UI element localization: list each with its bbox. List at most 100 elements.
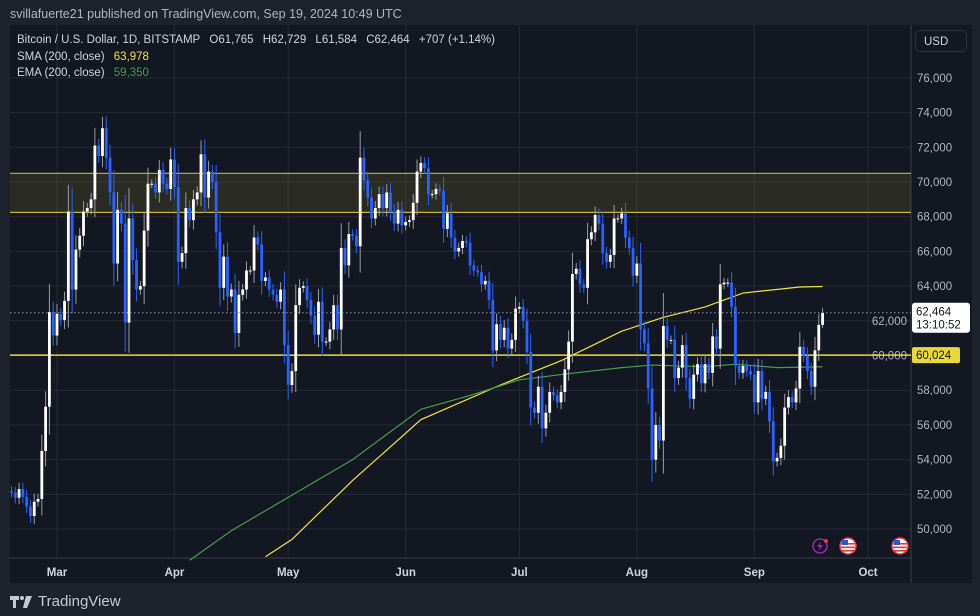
ohlc-change: +707 (+1.14%) [418, 34, 495, 46]
candle [180, 246, 184, 269]
candlestick-chart[interactable]: 50,000 52,000 54,000 56,000 58,000 60,000 62,0… [10, 25, 972, 583]
candle [624, 202, 627, 248]
candle-body [491, 299, 495, 351]
candle-body [210, 171, 214, 182]
candle [309, 291, 313, 324]
candle-body [214, 182, 218, 233]
us-flag-event-icon[interactable] [839, 537, 857, 555]
candle-body [370, 197, 373, 219]
candle [669, 335, 673, 345]
candle-body [567, 341, 571, 370]
candle-body [597, 214, 601, 224]
candle [673, 326, 677, 392]
candle [214, 165, 218, 250]
candle [472, 259, 476, 277]
candle [59, 308, 63, 326]
candle-body [404, 221, 408, 226]
candle [692, 364, 696, 410]
chart-panel[interactable]: 50,000 52,000 54,000 56,000 58,000 60,000 62,0… [10, 25, 972, 583]
candle [154, 177, 157, 199]
candle-body [533, 407, 536, 413]
candle-body [612, 218, 616, 255]
candle [347, 221, 351, 278]
candle-body [400, 209, 404, 226]
candle [411, 194, 415, 229]
candle-body [696, 364, 699, 375]
candle-body [245, 270, 248, 290]
candle [389, 183, 392, 221]
bar-countdown: 13:10:52 [916, 320, 961, 332]
candle-body [510, 339, 514, 349]
chart-legend: Bitcoin / U.S. Dollar, 1D, BITSTAMP O61,… [17, 32, 501, 82]
time-tick-label: Mar [47, 567, 68, 579]
candle [97, 138, 101, 163]
candle-body [29, 506, 32, 516]
candle-body [733, 306, 737, 366]
candle [620, 207, 624, 225]
candle-body [44, 406, 48, 451]
candle-body [252, 237, 256, 271]
candle [343, 239, 347, 274]
candle [351, 229, 354, 241]
candle-body [692, 374, 696, 399]
candle-body [317, 301, 320, 335]
candle [207, 160, 210, 209]
ema-legend[interactable]: EMA (200, close) 59,350 [17, 65, 501, 82]
candle [370, 188, 373, 228]
candle [210, 164, 214, 189]
candle-body [540, 386, 544, 429]
candle-body [408, 220, 411, 222]
candle [605, 246, 608, 269]
candle [752, 363, 756, 414]
candle [415, 159, 419, 215]
candle [790, 391, 794, 408]
sma-legend[interactable]: SMA (200, close) 63,978 [17, 49, 501, 66]
candle-body [347, 234, 351, 266]
currency-button[interactable]: USD [915, 30, 967, 52]
candle [188, 200, 192, 228]
candle [222, 244, 226, 300]
candle-body [150, 183, 154, 185]
candle-body [218, 232, 222, 288]
candle-body [779, 445, 783, 458]
candle-body [502, 327, 506, 340]
candle [404, 216, 408, 231]
candle [639, 242, 643, 351]
candle [362, 147, 366, 191]
candle-body [138, 286, 142, 290]
candle-body [131, 218, 135, 261]
candle [775, 452, 779, 467]
candle-body [188, 208, 192, 221]
candle-body [241, 289, 245, 295]
candle [131, 203, 135, 275]
symbol-name[interactable]: Bitcoin / U.S. Dollar, 1D, BITSTAMP [17, 34, 201, 46]
candle [631, 236, 635, 287]
candle [286, 330, 290, 400]
candle-body [127, 218, 131, 323]
candle [563, 359, 567, 402]
candle-body [309, 299, 313, 316]
candle [635, 256, 639, 284]
lightning-event-icon[interactable] [812, 538, 828, 554]
candle-body [392, 211, 396, 224]
us-flag-event-icon[interactable] [891, 537, 909, 555]
sma-label: SMA (200, close) [17, 50, 105, 63]
candle-body [17, 489, 21, 498]
candle-body [324, 341, 328, 343]
candle-body [294, 305, 298, 372]
candle [358, 131, 362, 273]
candle [643, 321, 646, 352]
candle [627, 230, 631, 255]
candle-body [601, 223, 605, 254]
candle [809, 362, 813, 395]
candle-body [521, 306, 525, 321]
candle [298, 279, 301, 314]
candle-body [442, 190, 445, 229]
candle [392, 204, 396, 232]
candle [533, 401, 536, 419]
flag-stripe [893, 550, 907, 552]
candle [510, 333, 514, 356]
candle-body [760, 371, 764, 399]
candle-body [260, 244, 264, 281]
footer-brand[interactable]: TradingView [10, 593, 121, 610]
